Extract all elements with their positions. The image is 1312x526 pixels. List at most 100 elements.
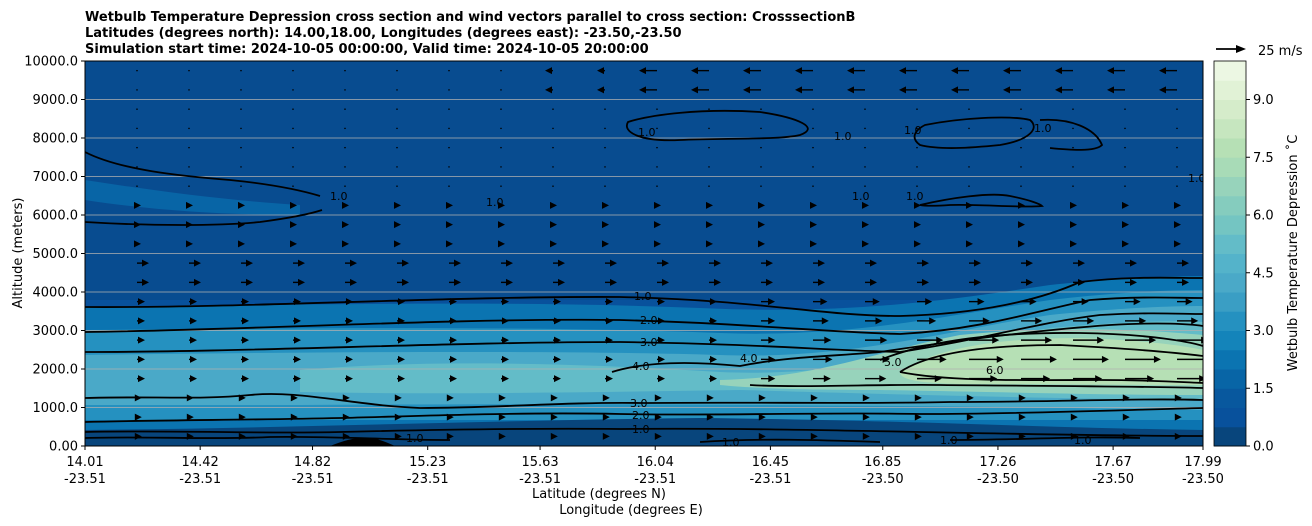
x-tick-label-lon: -23.51	[64, 472, 106, 487]
wind-arrow	[761, 355, 776, 363]
contour-label: 3.0	[640, 336, 658, 349]
contour-labels: 1.0 2.0 3.0 4.0 4.0 5.0 6.0 3.0 2.0 1.0 …	[330, 122, 1203, 447]
wind-arrow	[602, 240, 609, 248]
wind-arrow	[186, 413, 194, 421]
x-tick-label-lon: -23.50	[862, 472, 904, 487]
wind-arrow	[812, 108, 814, 110]
wind-arrow	[1018, 240, 1025, 248]
wind-arrow	[760, 127, 762, 130]
wind-arrow	[1174, 240, 1181, 248]
colorbar-swatch	[1214, 292, 1246, 312]
colorbar-swatch	[1214, 330, 1246, 351]
wind-arrow	[657, 336, 665, 344]
wind-arrow	[1125, 355, 1161, 363]
wind-arrow	[1072, 166, 1074, 168]
wind-arrow	[396, 69, 398, 72]
wind-arrow	[396, 146, 398, 149]
wind-arrow	[292, 69, 294, 72]
wind-arrow	[136, 166, 138, 168]
y-tick-label: 3000.0	[33, 324, 79, 339]
wind-arrow	[657, 298, 665, 306]
wind-arrow	[761, 259, 773, 267]
wind-arrow	[545, 67, 553, 75]
wind-arrow	[189, 298, 197, 306]
wind-arrow	[654, 240, 661, 248]
wind-arrow	[188, 69, 190, 72]
wind-arrow	[240, 127, 242, 130]
wind-arrow	[552, 127, 554, 130]
x-tick-label-lon: -23.51	[634, 472, 676, 487]
colorbar-swatch	[1214, 215, 1246, 235]
wind-arrow	[240, 89, 242, 91]
wind-arrow	[501, 336, 509, 344]
y-tick-label: 0.00	[49, 440, 78, 455]
wind-arrow	[345, 298, 353, 306]
contour-label: 1.0	[632, 423, 650, 436]
colorbar-swatch	[1214, 311, 1246, 331]
x-tick-label-lat: 15.63	[521, 455, 558, 470]
colorbar-swatch	[1214, 118, 1246, 139]
colorbar-tick-label: 1.5	[1253, 382, 1274, 397]
wind-arrow	[449, 298, 457, 306]
wind-arrow	[449, 317, 457, 325]
wind-arrow	[605, 355, 613, 363]
contour-label: 1.0	[330, 190, 348, 203]
y-tick-label: 8000.0	[33, 132, 79, 147]
wind-arrow	[552, 166, 554, 168]
contour-label: 1.0	[1074, 434, 1092, 447]
x-tick-label-lat: 14.42	[182, 455, 219, 470]
wind-arrow	[342, 201, 349, 209]
wind-arrow	[240, 69, 242, 72]
wind-arrow	[1174, 201, 1181, 209]
wind-arrow	[709, 298, 717, 306]
wind-arrow	[344, 185, 346, 187]
wind-arrow	[656, 185, 658, 187]
x-axis: 14.01 -23.51 14.42 -23.51 14.82 -23.51 15.23 -2…	[64, 446, 1224, 487]
wind-arrow	[1124, 108, 1126, 110]
wind-arrow	[597, 86, 605, 94]
wind-arrow	[1018, 432, 1026, 440]
wind-arrow	[292, 146, 294, 149]
wind-arrow	[553, 278, 565, 286]
wind-arrow	[760, 166, 762, 168]
wind-arrow	[865, 317, 883, 325]
wind-arrow	[605, 259, 617, 267]
x-tick-label-lat: 15.23	[409, 455, 446, 470]
wind-arrow	[1122, 394, 1130, 402]
wind-arrow	[501, 298, 509, 306]
title-line-3: Simulation start time: 2024-10-05 00:00:…	[85, 42, 649, 57]
wind-arrow	[597, 67, 605, 75]
wind-arrow	[758, 413, 766, 421]
wind-arrow	[916, 127, 918, 130]
wind-reference-key: 25 m/s	[1216, 44, 1303, 59]
wind-arrow	[1124, 146, 1126, 149]
contour-2-upper	[85, 296, 1203, 335]
wind-arrow	[916, 185, 918, 187]
wind-arrow	[1122, 432, 1130, 440]
wind-arrow	[760, 146, 762, 149]
wind-arrow	[813, 278, 825, 286]
wind-arrow	[656, 166, 658, 168]
wind-arrow	[1073, 336, 1105, 344]
wind-arrow	[1072, 185, 1074, 187]
wind-arrow	[864, 166, 866, 168]
fill-upper-dark	[85, 61, 1203, 300]
wind-arrow	[189, 355, 197, 363]
wind-arrow	[448, 166, 450, 168]
contour-1-upper-east	[626, 109, 809, 142]
wind-arrow	[657, 355, 665, 363]
contour-label: 1.0	[1034, 122, 1052, 135]
wind-arrow	[136, 89, 138, 91]
wind-arrow	[134, 221, 141, 229]
wind-arrow	[966, 201, 973, 209]
contour-label: 2.0	[632, 409, 650, 422]
wind-arrow	[639, 86, 657, 94]
wind-arrow	[708, 166, 710, 168]
wind-arrow	[864, 127, 866, 130]
wind-arrow	[847, 86, 865, 94]
wind-arrow	[602, 394, 610, 402]
wind-arrow	[1107, 86, 1125, 94]
wind-arrow	[396, 89, 398, 91]
wind-arrow	[1018, 394, 1026, 402]
